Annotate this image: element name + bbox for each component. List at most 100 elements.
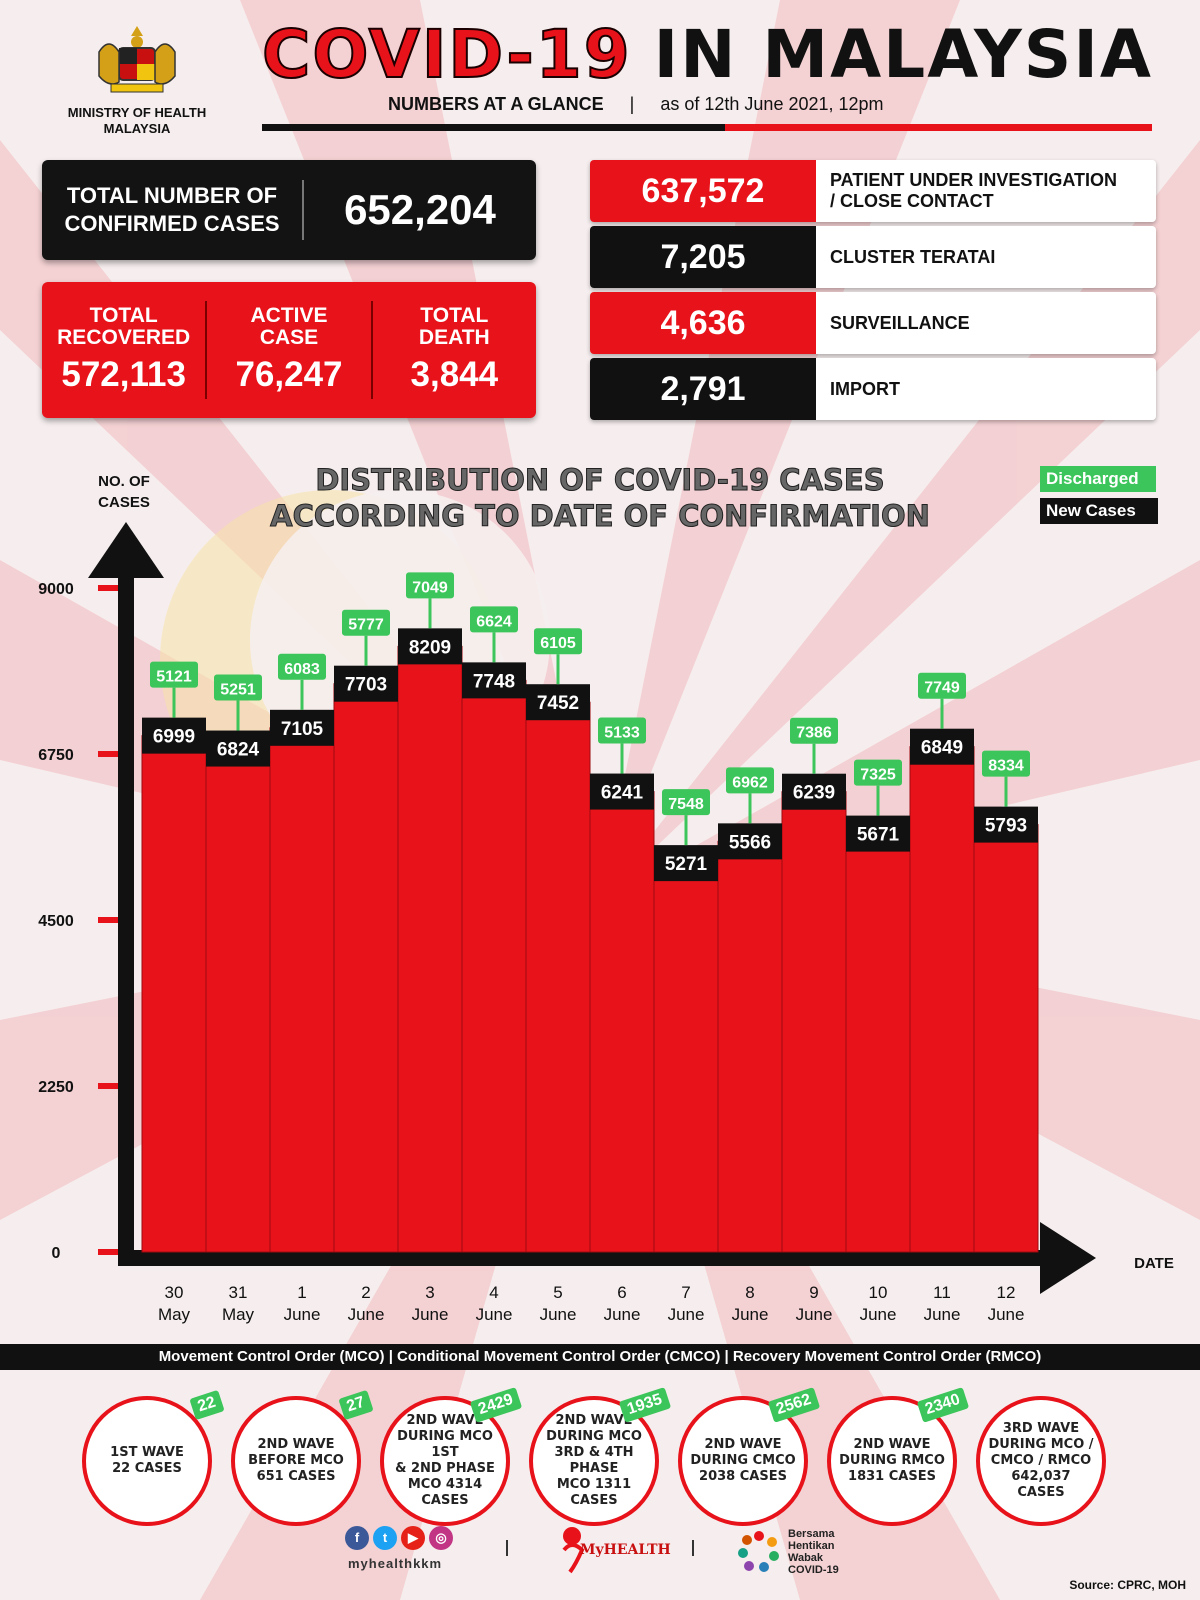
wave-badge: 1935 <box>619 1387 672 1423</box>
x-tick-label: June <box>348 1305 385 1324</box>
new-cases-value: 6849 <box>921 738 963 759</box>
x-tick-label: June <box>668 1305 705 1324</box>
discharged-value: 6083 <box>284 661 320 678</box>
category-row: 4,636 SURVEILLANCE <box>590 292 1156 354</box>
x-tick-label: May <box>222 1305 255 1324</box>
category-value: 637,572 <box>590 160 816 222</box>
x-tick-label: 1 <box>297 1283 306 1302</box>
new-cases-value: 5671 <box>857 825 900 846</box>
discharged-label-box <box>278 653 326 680</box>
new-cases-value: 5793 <box>985 816 1027 837</box>
x-tick-label: 5 <box>553 1283 562 1302</box>
bersama-line: Wabak <box>788 1552 824 1564</box>
category-label: CLUSTER TERATAI <box>816 226 1156 288</box>
new-cases-label-box <box>910 728 974 765</box>
summary-label-line-2: DEATH <box>418 326 490 349</box>
bar-new-cases <box>397 645 463 1253</box>
chart-legend: Discharged New Cases <box>1040 466 1158 530</box>
cases-bar-chart: NO. OFCASESDATE0225045006750900069995121… <box>38 473 1174 1324</box>
subtitle-glance: NUMBERS AT A GLANCE <box>388 94 604 114</box>
wave-text: DURING RMCO <box>839 1453 945 1468</box>
wave-badge: 2340 <box>917 1387 970 1423</box>
social-handle: myhealthkkm <box>348 1556 443 1571</box>
y-axis <box>118 560 134 1260</box>
new-cases-label-box <box>270 709 334 746</box>
bar-new-cases <box>589 791 655 1253</box>
new-cases-label-box <box>526 684 590 721</box>
wave-text: CASES <box>570 1493 618 1508</box>
wave-text: 1831 CASES <box>848 1469 936 1484</box>
y-tick-label: 4500 <box>38 913 74 930</box>
discharged-value: 5133 <box>604 725 640 742</box>
discharged-value: 7749 <box>924 680 960 697</box>
discharged-label-box <box>918 672 966 699</box>
subtitle-separator: | <box>629 94 635 114</box>
ministry-logo: MINISTRY OF HEALTH MALAYSIA <box>52 22 222 137</box>
new-cases-value: 6824 <box>217 740 260 761</box>
summary-label-line-1: ACTIVE <box>250 304 328 327</box>
wave-badge: 2429 <box>470 1387 523 1423</box>
youtube-icon[interactable]: ▶ <box>401 1526 425 1550</box>
wave-text: MCO 4314 <box>407 1477 483 1492</box>
bar-new-cases <box>269 727 335 1253</box>
legend-new-cases: New Cases <box>1040 498 1158 524</box>
new-cases-label-box <box>846 815 910 852</box>
x-tick-label: 3 <box>425 1283 434 1302</box>
new-cases-value: 6239 <box>793 783 835 804</box>
x-tick-label: May <box>158 1305 191 1324</box>
discharged-label-box <box>790 717 838 744</box>
new-cases-value: 5271 <box>665 854 708 875</box>
wave-text: 1ST WAVE <box>110 1445 184 1460</box>
x-tick-label: June <box>732 1305 769 1324</box>
x-tick-label: 4 <box>489 1283 498 1302</box>
chart-title-line-1: DISTRIBUTION OF COVID-19 CASES <box>315 463 885 498</box>
summary-box: TOTAL RECOVERED 572,113 ACTIVE CASE 76,2… <box>42 282 536 418</box>
x-tick-label: 8 <box>745 1283 754 1302</box>
summary-value: 572,113 <box>61 355 186 394</box>
wave-circle: 2ND WAVE BEFORE MCO 651 CASES 27 <box>231 1389 374 1526</box>
facebook-icon[interactable]: f <box>345 1526 369 1550</box>
confirmed-value: 652,204 <box>344 186 496 233</box>
discharged-label-box <box>982 750 1030 777</box>
summary-label-line-2: RECOVERED <box>57 326 191 349</box>
new-cases-label-box <box>718 823 782 860</box>
subtitle: NUMBERS AT A GLANCE | as of 12th June 2021… <box>388 94 884 115</box>
x-tick-label: June <box>924 1305 961 1324</box>
ministry-line-1: MINISTRY OF HEALTH <box>67 105 207 120</box>
footer-divider <box>692 1540 694 1556</box>
new-cases-value: 7105 <box>281 719 324 740</box>
discharged-value: 5251 <box>220 682 256 699</box>
page-title: COVID-19 IN MALAYSIA <box>261 17 1151 93</box>
discharged-value: 5777 <box>348 617 384 634</box>
x-tick-label: June <box>988 1305 1025 1324</box>
wave-text: 2ND WAVE <box>257 1437 335 1452</box>
discharged-value: 7386 <box>796 725 832 742</box>
category-label: IMPORT <box>816 358 1156 420</box>
x-tick-label: 7 <box>681 1283 690 1302</box>
new-cases-value: 6241 <box>601 783 644 804</box>
chart-title-line-2: ACCORDING TO DATE OF CONFIRMATION <box>270 499 931 534</box>
summary-label-line-1: TOTAL <box>420 304 489 327</box>
wave-circle: 2ND WAVE DURING CMCO 2038 CASES 2562 <box>678 1387 821 1526</box>
x-tick-label: June <box>796 1305 833 1324</box>
new-cases-value: 6999 <box>153 727 195 748</box>
bar-new-cases <box>845 833 911 1253</box>
ministry-line-2: MALAYSIA <box>103 121 171 136</box>
instagram-icon[interactable]: ◎ <box>429 1526 453 1550</box>
new-cases-value: 7748 <box>473 671 515 692</box>
discharged-label-box <box>214 674 262 701</box>
wave-circle: 2ND WAVE DURING RMCO 1831 CASES 2340 <box>827 1387 970 1526</box>
x-tick-label: June <box>860 1305 897 1324</box>
new-cases-value: 5566 <box>729 832 771 853</box>
y-tick-mark <box>98 1249 118 1255</box>
wave-text: DURING MCO <box>546 1429 642 1444</box>
bar-new-cases <box>205 748 271 1253</box>
new-cases-label-box <box>462 662 526 699</box>
summary-label-line-2: CASE <box>259 326 319 349</box>
discharged-label-box <box>854 759 902 786</box>
wave-text: CASES <box>1017 1485 1065 1500</box>
bar-new-cases <box>141 735 207 1253</box>
summary-death: TOTAL DEATH 3,844 <box>373 301 536 399</box>
x-tick-label: June <box>540 1305 577 1324</box>
twitter-icon[interactable]: t <box>373 1526 397 1550</box>
